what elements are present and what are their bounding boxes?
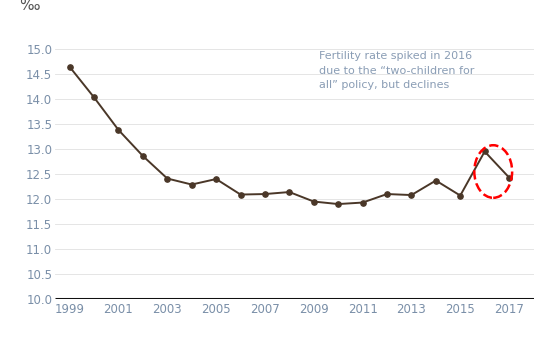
Text: Fertility rate spiked in 2016
due to the “two-children for
all” policy, but decl: Fertility rate spiked in 2016 due to the…: [318, 51, 474, 90]
Text: ‰: ‰: [19, 0, 40, 13]
